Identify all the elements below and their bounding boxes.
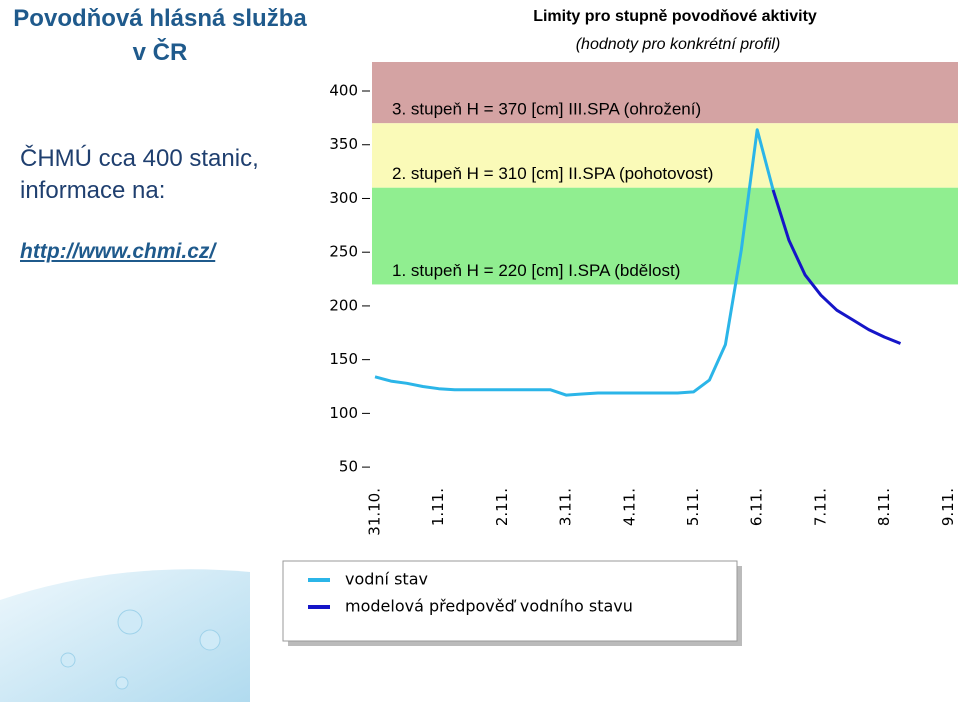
y-tick-label: 250: [329, 243, 358, 261]
x-tick-label: 7.11.: [811, 488, 829, 526]
series-line: [771, 189, 902, 345]
limit-label: 3. stupeň H = 370 [cm] III.SPA (ohrožení…: [392, 100, 701, 119]
drop: [117, 609, 143, 635]
y-tick-label: 350: [329, 135, 358, 153]
y-tick-label: 100: [329, 404, 358, 422]
legend-label: modelová předpověď vodního stavu: [345, 597, 633, 616]
limit-band: [372, 123, 958, 188]
drop: [60, 652, 76, 668]
series-line: [374, 128, 775, 397]
slide-title: Povodňová hlásná služba v ČR: [13, 5, 307, 66]
x-tick-label: 2.11.: [493, 488, 511, 526]
limit-band: [372, 187, 958, 285]
limit-label: 2. stupeň H = 310 [cm] II.SPA (pohotovos…: [392, 164, 713, 183]
y-tick-label: 300: [329, 189, 358, 207]
chart-subtitle: (hodnoty pro konkrétní profil): [576, 36, 781, 53]
decoration: [0, 569, 250, 702]
x-tick-label: 9.11.: [939, 488, 957, 526]
x-tick-label: 1.11.: [429, 488, 447, 526]
chart-title: Limity pro stupně povodňové aktivity: [533, 8, 817, 25]
y-tick-label: 400: [329, 82, 358, 100]
x-tick-label: 4.11.: [620, 488, 638, 526]
limit-band: [372, 62, 958, 124]
y-tick-label: 50: [339, 458, 358, 476]
drop: [199, 629, 221, 651]
limit-label: 1. stupeň H = 220 [cm] I.SPA (bdělost): [392, 261, 680, 280]
x-tick-label: 5.11.: [684, 488, 702, 526]
x-tick-label: 8.11.: [875, 488, 893, 526]
x-tick-label: 31.10.: [366, 488, 384, 536]
link[interactable]: http://www.chmi.cz/: [20, 240, 216, 263]
drop: [115, 676, 129, 690]
legend-label: vodní stav: [345, 570, 428, 589]
x-tick-label: 6.11.: [748, 488, 766, 526]
y-tick-label: 200: [329, 296, 358, 314]
legend: [282, 560, 738, 642]
x-tick-label: 3.11.: [557, 488, 575, 526]
slide-body: ČHMÚ cca 400 stanic, informace na:: [20, 145, 259, 204]
y-tick-label: 150: [329, 350, 358, 368]
